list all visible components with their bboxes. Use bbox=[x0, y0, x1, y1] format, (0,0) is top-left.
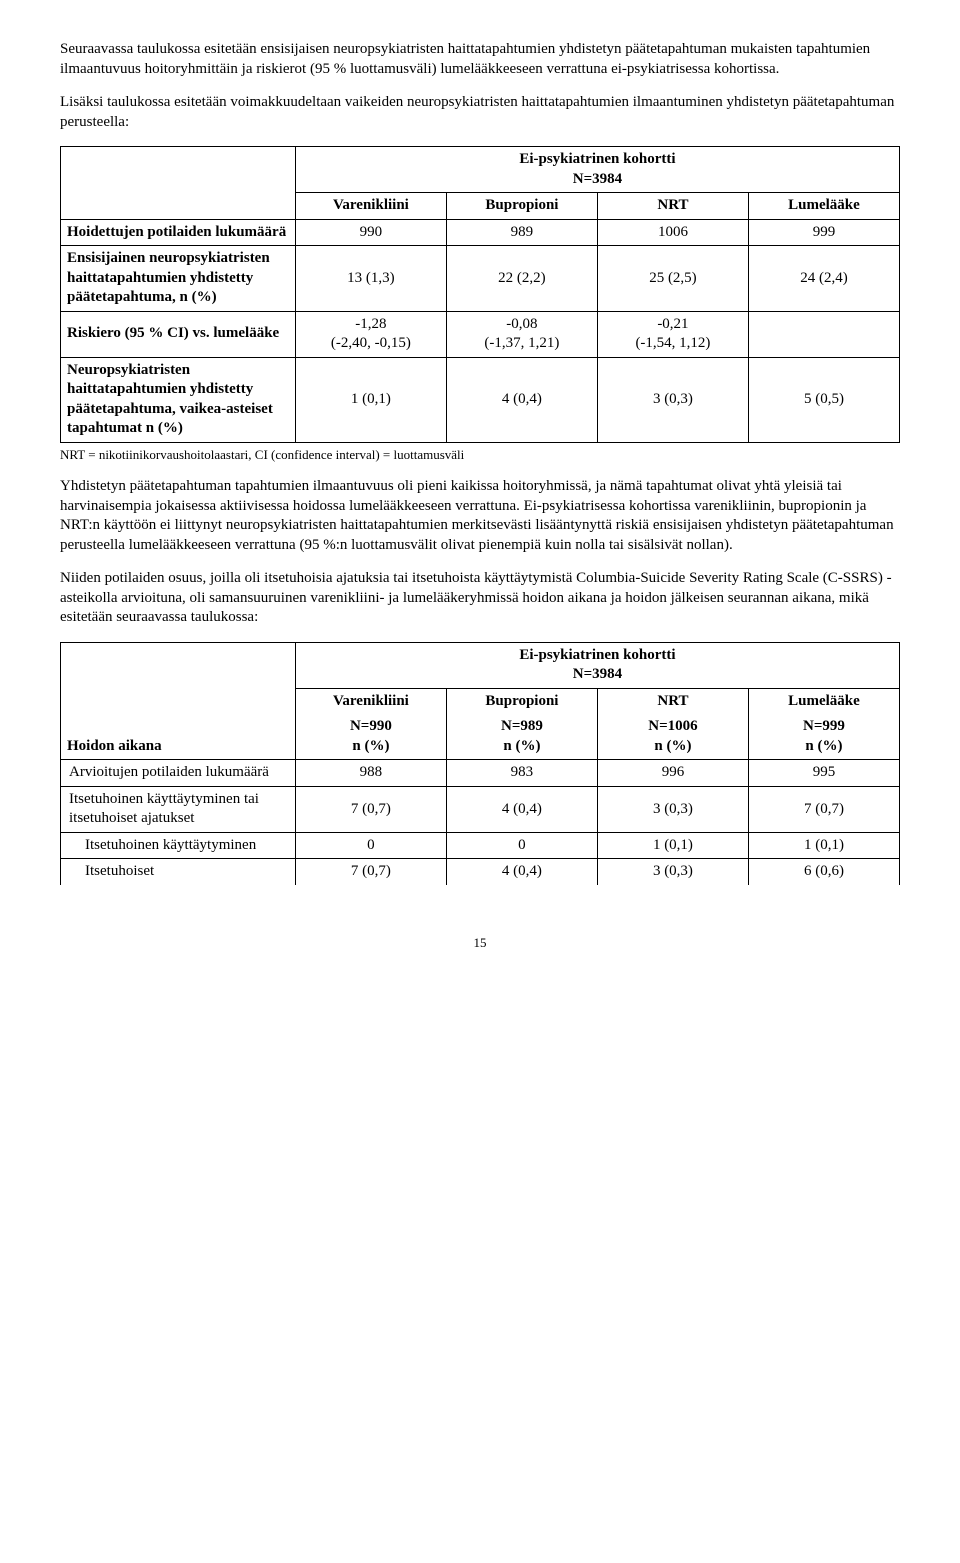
table2-row1-c3: 7 (0,7) bbox=[748, 786, 899, 832]
table1-row2-c3 bbox=[748, 311, 899, 357]
table2-row3-c0: 7 (0,7) bbox=[295, 859, 446, 885]
table1-superheader-l1: Ei-psykiatrinen kohortti bbox=[519, 151, 675, 167]
table2-row2-c3: 1 (0,1) bbox=[748, 832, 899, 859]
table1-col-3: Lumelääke bbox=[748, 193, 899, 220]
table-1: Ei-psykiatrinen kohortti N=3984 Varenikl… bbox=[60, 146, 900, 443]
table1-superheader: Ei-psykiatrinen kohortti N=3984 bbox=[295, 147, 899, 193]
table1-row3-label: Neuropsykiatristen haittatapahtumien yhd… bbox=[61, 357, 296, 442]
table2-row3-c3: 6 (0,6) bbox=[748, 859, 899, 885]
table1-row3-c1: 4 (0,4) bbox=[446, 357, 597, 442]
table1-row3-c3: 5 (0,5) bbox=[748, 357, 899, 442]
table2-row1-label: Itsetuhoinen käyttäytyminen tai itsetuho… bbox=[61, 786, 296, 832]
table1-footnote: NRT = nikotiinikorvaushoitolaastari, CI … bbox=[60, 447, 900, 464]
table1-row2-c2: -0,21 (-1,54, 1,12) bbox=[597, 311, 748, 357]
table1-row1-c2: 25 (2,5) bbox=[597, 246, 748, 312]
table2-row0-c1: 983 bbox=[446, 760, 597, 787]
table1-row1-c3: 24 (2,4) bbox=[748, 246, 899, 312]
mid-paragraph-2: Niiden potilaiden osuus, joilla oli itse… bbox=[60, 569, 900, 628]
table1-row3-c2: 3 (0,3) bbox=[597, 357, 748, 442]
table2-row3-c1: 4 (0,4) bbox=[446, 859, 597, 885]
table1-superheader-l2: N=3984 bbox=[573, 171, 622, 187]
table1-row0-label: Hoidettujen potilaiden lukumäärä bbox=[61, 219, 296, 246]
table2-superheader: Ei-psykiatrinen kohortti N=3984 bbox=[295, 642, 899, 688]
table1-row1-c1: 22 (2,2) bbox=[446, 246, 597, 312]
intro-paragraph-2: Lisäksi taulukossa esitetään voimakkuude… bbox=[60, 93, 900, 132]
table1-row2-label: Riskiero (95 % CI) vs. lumelääke bbox=[61, 311, 296, 357]
table1-col-2: NRT bbox=[597, 193, 748, 220]
table-2: Ei-psykiatrinen kohortti N=3984 Varenikl… bbox=[60, 642, 900, 885]
table1-col-1: Bupropioni bbox=[446, 193, 597, 220]
table2-col-2: NRT bbox=[597, 688, 748, 714]
table1-row1-c0: 13 (1,3) bbox=[295, 246, 446, 312]
table2-sub-3: N=999 n (%) bbox=[748, 714, 899, 760]
table1-row2-c0: -1,28 (-2,40, -0,15) bbox=[295, 311, 446, 357]
table2-row2-c0: 0 bbox=[295, 832, 446, 859]
table2-corner-blank bbox=[61, 642, 296, 714]
table2-col-3: Lumelääke bbox=[748, 688, 899, 714]
table1-row0-c3: 999 bbox=[748, 219, 899, 246]
table1-row2-c1: -0,08 (-1,37, 1,21) bbox=[446, 311, 597, 357]
table2-row0-c0: 988 bbox=[295, 760, 446, 787]
table1-col-0: Varenikliini bbox=[295, 193, 446, 220]
table2-row2-c1: 0 bbox=[446, 832, 597, 859]
table1-corner-blank bbox=[61, 147, 296, 220]
table2-superheader-l2: N=3984 bbox=[573, 666, 622, 682]
mid-paragraph-1: Yhdistetyn päätetapahtuman tapahtumien i… bbox=[60, 477, 900, 555]
table2-row0-label: Arvioitujen potilaiden lukumäärä bbox=[61, 760, 296, 787]
table2-col-0: Varenikliini bbox=[295, 688, 446, 714]
table1-row1-label: Ensisijainen neuropsykiatristen haittata… bbox=[61, 246, 296, 312]
table2-sub-0: N=990 n (%) bbox=[295, 714, 446, 760]
table2-row1-c0: 7 (0,7) bbox=[295, 786, 446, 832]
table2-row1-c2: 3 (0,3) bbox=[597, 786, 748, 832]
table2-row0-c2: 996 bbox=[597, 760, 748, 787]
table2-col-1: Bupropioni bbox=[446, 688, 597, 714]
table1-row3-c0: 1 (0,1) bbox=[295, 357, 446, 442]
intro-paragraph-1: Seuraavassa taulukossa esitetään ensisij… bbox=[60, 40, 900, 79]
table1-row0-c1: 989 bbox=[446, 219, 597, 246]
table2-row3-label: Itsetuhoiset bbox=[61, 859, 296, 885]
table2-row1-c1: 4 (0,4) bbox=[446, 786, 597, 832]
table2-row2-label: Itsetuhoinen käyttäytyminen bbox=[61, 832, 296, 859]
table1-row0-c0: 990 bbox=[295, 219, 446, 246]
table1-row0-c2: 1006 bbox=[597, 219, 748, 246]
table2-row0-c3: 995 bbox=[748, 760, 899, 787]
page-number: 15 bbox=[60, 935, 900, 952]
table2-section-label: Hoidon aikana bbox=[61, 714, 296, 760]
table2-sub-2: N=1006 n (%) bbox=[597, 714, 748, 760]
table2-row3-c2: 3 (0,3) bbox=[597, 859, 748, 885]
table2-sub-1: N=989 n (%) bbox=[446, 714, 597, 760]
table2-superheader-l1: Ei-psykiatrinen kohortti bbox=[519, 647, 675, 663]
table2-row2-c2: 1 (0,1) bbox=[597, 832, 748, 859]
